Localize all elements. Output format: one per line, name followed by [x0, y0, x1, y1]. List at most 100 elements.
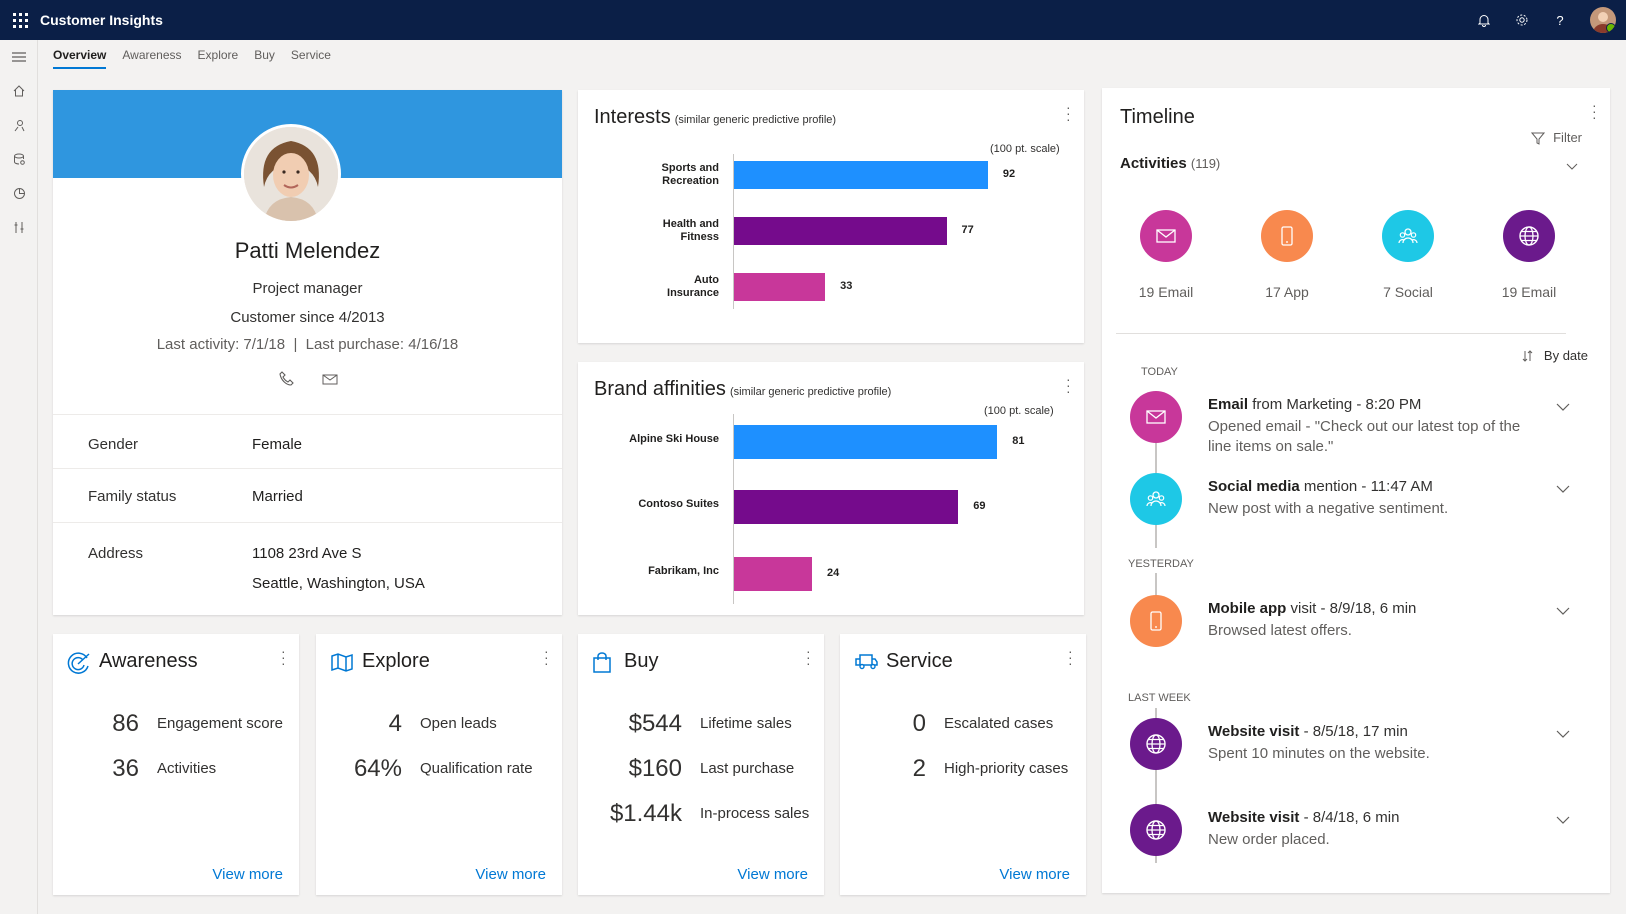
interests-scale-label: (100 pt. scale): [990, 143, 1060, 155]
database-search-icon[interactable]: [0, 142, 38, 176]
timeline-item-heading[interactable]: Social media mention - 11:47 AM: [1208, 478, 1433, 495]
view-more-link[interactable]: View more: [737, 866, 808, 883]
more-options-icon[interactable]: · · ·: [1068, 643, 1073, 671]
profile-role: Project manager: [252, 280, 363, 297]
bar[interactable]: [734, 217, 947, 245]
sort-icon: [1522, 349, 1533, 362]
profile-card: Patti Melendez Project manager Customer …: [53, 90, 562, 615]
timeline-item-body: Opened email - "Check out our latest top…: [1208, 418, 1521, 455]
detail-value-line2: Seattle, Washington, USA: [252, 575, 425, 592]
activity-summary-people[interactable]: [1382, 210, 1434, 262]
activity-summary-mail[interactable]: [1140, 210, 1192, 262]
kpi-card-buy: Buy · · · $544 Lifetime sales $160 Last purchas…: [578, 634, 824, 895]
hamburger-menu-icon[interactable]: [0, 40, 38, 74]
bell-icon[interactable]: [1476, 12, 1492, 28]
kpi-row: 2 High-priority cases: [840, 755, 1086, 785]
phone-icon: [1281, 226, 1293, 246]
timeline-item-heading[interactable]: Mobile app visit - 8/9/18, 6 min: [1208, 600, 1417, 617]
more-options-icon[interactable]: · · ·: [544, 643, 549, 671]
globe-icon: [1145, 819, 1167, 841]
timeline-item-icon: [1130, 473, 1182, 525]
kpi-row: 64% Qualification rate: [316, 755, 562, 785]
phone-call-icon[interactable]: [278, 370, 296, 393]
bar[interactable]: [734, 557, 812, 591]
kpi-value: 36: [112, 755, 139, 782]
kpi-card-awareness: Awareness · · · 86 Engagement score 36 Activiti…: [53, 634, 299, 895]
email-icon[interactable]: [322, 370, 338, 393]
kpi-row: 4 Open leads: [316, 710, 562, 740]
tab-awareness[interactable]: Awareness: [122, 48, 182, 62]
profile-name: Patti Melendez: [234, 238, 381, 263]
activity-summary-label: 7 Social: [1383, 284, 1433, 300]
bar-value-label: 69: [973, 500, 986, 512]
brands-scale-label: (100 pt. scale): [984, 405, 1054, 417]
kpi-row: $160 Last purchase: [578, 755, 824, 785]
app-launcher-button[interactable]: [0, 0, 40, 40]
tab-service[interactable]: Service: [290, 48, 331, 62]
timeline-line: [1155, 573, 1157, 603]
kpi-title: Service: [886, 650, 953, 672]
people-search-icon[interactable]: [0, 108, 38, 142]
more-options-icon[interactable]: · · ·: [1066, 99, 1071, 127]
bar[interactable]: [734, 425, 998, 459]
tools-icon[interactable]: [0, 210, 38, 244]
section-last-week: LAST WEEK: [1128, 692, 1191, 704]
bar[interactable]: [734, 490, 959, 524]
bar[interactable]: [734, 273, 826, 301]
timeline-item-heading[interactable]: Website visit - 8/5/18, 17 min: [1208, 723, 1408, 740]
detail-value: Female: [252, 436, 303, 453]
activity-summary-label: 19 Email: [1138, 284, 1194, 300]
more-options-icon[interactable]: · · ·: [1066, 371, 1071, 399]
timeline-line: [1155, 708, 1157, 863]
brands-title: Brand affinities (similar generic predict…: [594, 378, 892, 400]
kpi-row: 86 Engagement score: [53, 710, 299, 740]
kpi-label: Activities: [157, 760, 217, 777]
view-more-link[interactable]: View more: [999, 866, 1070, 883]
bar-category-label: Health and Fitness: [662, 218, 719, 243]
section-yesterday: YESTERDAY: [1128, 558, 1194, 570]
kpi-value: $1.44k: [609, 800, 682, 827]
tab-overview[interactable]: Overview: [53, 48, 107, 69]
timeline-item-heading[interactable]: Website visit - 8/4/18, 6 min: [1208, 809, 1400, 826]
globe-icon: [1145, 733, 1167, 755]
tab-buy[interactable]: Buy: [254, 48, 275, 62]
segments-icon[interactable]: [0, 176, 38, 210]
chevron-down-icon[interactable]: [1566, 158, 1578, 176]
interests-title: Interests (similar generic predictive pro…: [594, 106, 837, 128]
profile-customer-since: Customer since 4/2013: [230, 309, 385, 326]
activity-summary-globe[interactable]: [1503, 210, 1555, 262]
bar-value-label: 24: [827, 567, 840, 579]
chevron-down-icon[interactable]: [1556, 603, 1570, 617]
more-options-icon[interactable]: · · ·: [1592, 97, 1597, 125]
sort-by-date-button[interactable]: By date: [1522, 348, 1588, 363]
user-avatar[interactable]: [1590, 7, 1616, 33]
activity-summary-label: 19 Email: [1501, 284, 1557, 300]
timeline-item-heading[interactable]: Email from Marketing - 8:20 PM: [1208, 396, 1422, 413]
chevron-down-icon[interactable]: [1556, 399, 1570, 413]
chevron-down-icon[interactable]: [1556, 726, 1570, 740]
chevron-down-icon[interactable]: [1556, 481, 1570, 495]
more-options-icon[interactable]: · · ·: [281, 643, 286, 671]
tab-explore[interactable]: Explore: [197, 48, 239, 62]
more-options-icon[interactable]: · · ·: [806, 643, 811, 671]
awareness-icon: [67, 652, 91, 674]
kpi-label: Engagement score: [157, 715, 283, 732]
kpi-label: Lifetime sales: [700, 715, 792, 732]
view-more-link[interactable]: View more: [212, 866, 283, 883]
left-nav-rail: [0, 40, 38, 914]
filter-icon: [1531, 132, 1546, 145]
bar-value-label: 92: [1002, 168, 1016, 180]
section-today: TODAY: [1141, 366, 1178, 378]
timeline-item-icon: [1130, 595, 1182, 647]
filter-button[interactable]: Filter: [1531, 130, 1582, 145]
activity-summary-phone[interactable]: [1261, 210, 1313, 262]
view-more-link[interactable]: View more: [475, 866, 546, 883]
activities-header: Activities (119): [1120, 155, 1221, 172]
kpi-title: Buy: [624, 650, 659, 672]
help-icon[interactable]: ?: [1556, 12, 1564, 28]
bar[interactable]: [734, 161, 988, 189]
gear-icon[interactable]: [1514, 12, 1530, 28]
home-icon[interactable]: [0, 74, 38, 108]
chevron-down-icon[interactable]: [1556, 812, 1570, 826]
map-icon: [330, 652, 354, 674]
